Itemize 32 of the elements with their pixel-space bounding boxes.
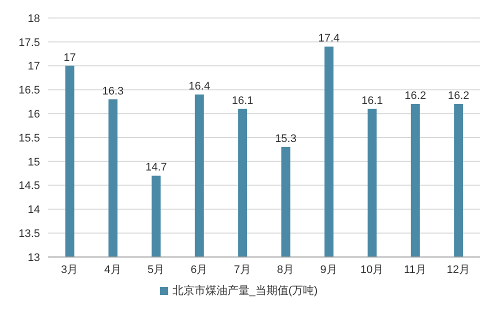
x-tick-label: 12月: [446, 264, 470, 276]
data-label: 16.2: [404, 90, 426, 102]
x-tick-label: 5月: [147, 264, 165, 276]
data-label: 16.4: [188, 80, 210, 92]
legend-label: 北京市煤油产量_当期值(万吨): [172, 285, 318, 297]
y-tick-label: 15: [28, 156, 40, 168]
x-tick-label: 6月: [190, 264, 208, 276]
data-label: 16.1: [232, 94, 254, 107]
x-tick-label: 11月: [404, 264, 426, 276]
y-tick-label: 13.5: [18, 228, 40, 240]
y-tick-label: 16.5: [18, 84, 40, 97]
data-label: 17.4: [318, 32, 340, 45]
y-tick-label: 14: [28, 204, 40, 216]
x-tick-label: 10月: [360, 264, 384, 276]
x-tick-label: 8月: [277, 264, 294, 276]
data-label: 16.2: [448, 90, 470, 102]
y-tick-label: 16: [28, 108, 40, 121]
data-label: 14.7: [145, 162, 167, 174]
y-tick-label: 17: [28, 60, 40, 73]
y-tick-label: 14.5: [18, 180, 40, 192]
x-tick-label: 7月: [234, 264, 251, 276]
data-label: 15.3: [275, 133, 296, 146]
data-label: 17: [64, 52, 76, 64]
data-label: 16.1: [361, 94, 383, 107]
x-tick-label: 4月: [104, 264, 122, 276]
y-tick-label: 18: [28, 12, 40, 25]
y-tick-label: 13: [28, 252, 40, 264]
x-tick-label: 9月: [320, 264, 338, 276]
data-label: 16.3: [102, 85, 124, 98]
y-tick-label: 17.5: [18, 36, 40, 49]
y-tick-label: 15.5: [18, 132, 40, 144]
x-tick-label: 3月: [61, 264, 78, 276]
